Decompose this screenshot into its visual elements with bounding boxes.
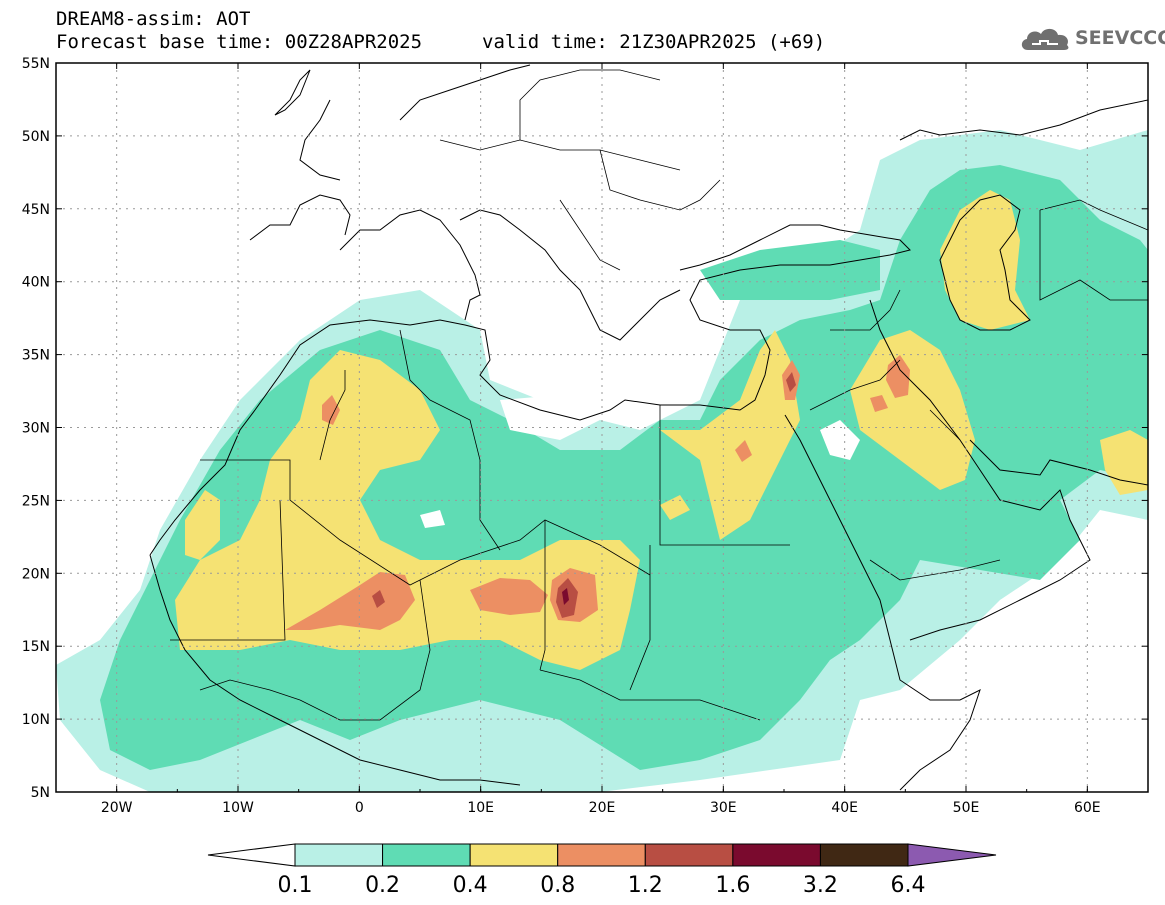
- colorbar-label: 0.4: [453, 873, 488, 898]
- lon-label: 50E: [953, 800, 980, 816]
- valid-time: valid time: 21Z30APR2025 (+69): [482, 31, 826, 53]
- colorbar-swatch: [294, 843, 384, 867]
- colorbar-label: 0.2: [365, 873, 400, 898]
- lon-label: 30E: [710, 800, 737, 816]
- lat-label: 40N: [22, 275, 50, 291]
- lat-label: 50N: [22, 129, 50, 145]
- lon-label: 40E: [831, 800, 858, 816]
- colorbar-swatch: [644, 843, 734, 867]
- axes: 20W 10W 0 10E 20E 30E 40E 50E 60E 55N 50N 45N 40N 35N…: [22, 56, 1149, 816]
- colorbar-swatch: [557, 843, 646, 867]
- colorbar-label: 0.8: [540, 873, 575, 898]
- lat-label: 45N: [22, 202, 50, 218]
- graticule: [56, 63, 1148, 792]
- lat-label: 20N: [22, 566, 50, 582]
- cloud-icon: [1021, 28, 1069, 50]
- colorbar-label: 1.2: [628, 873, 663, 898]
- aot-level-1-6: [562, 588, 569, 605]
- lat-label: 55N: [22, 56, 50, 72]
- lon-label: 20E: [589, 800, 616, 816]
- aot-field: [56, 130, 1148, 792]
- lon-label: 60E: [1074, 800, 1101, 816]
- lat-label: 10N: [22, 712, 50, 728]
- colorbar-over-triangle: [907, 843, 997, 867]
- colorbar-label: 1.6: [715, 873, 750, 898]
- lon-label: 10W: [222, 800, 254, 816]
- colorbar-under-triangle: [207, 843, 296, 867]
- aot-clear-patches: [420, 395, 1060, 625]
- colorbar-label: 0.1: [278, 873, 313, 898]
- lat-label: 35N: [22, 348, 50, 364]
- logo-text: SEEVCCC: [1075, 27, 1165, 49]
- lon-label: 0: [355, 800, 364, 816]
- colorbar-swatch: [819, 843, 909, 867]
- colorbar-swatch: [732, 843, 821, 867]
- lat-label: 15N: [22, 639, 50, 655]
- colorbar-label: 3.2: [803, 873, 838, 898]
- colorbar: 0.1 0.2 0.4 0.8 1.2 1.6 3.2 6.4: [207, 843, 997, 898]
- lat-label: 25N: [22, 493, 50, 509]
- lat-label: 5N: [31, 785, 50, 801]
- colorbar-label: 6.4: [891, 873, 926, 898]
- colorbar-swatch: [382, 843, 471, 867]
- map-title: DREAM8-assim: AOT: [56, 8, 251, 30]
- lon-label: 10E: [467, 800, 494, 816]
- seevccc-logo: SEEVCCC: [1018, 24, 1165, 54]
- forecast-base-time: Forecast base time: 00Z28APR2025: [56, 31, 423, 53]
- colorbar-swatch: [469, 843, 559, 867]
- lat-label: 30N: [22, 421, 50, 437]
- lon-label: 20W: [101, 800, 133, 816]
- country-borders: [170, 69, 1148, 721]
